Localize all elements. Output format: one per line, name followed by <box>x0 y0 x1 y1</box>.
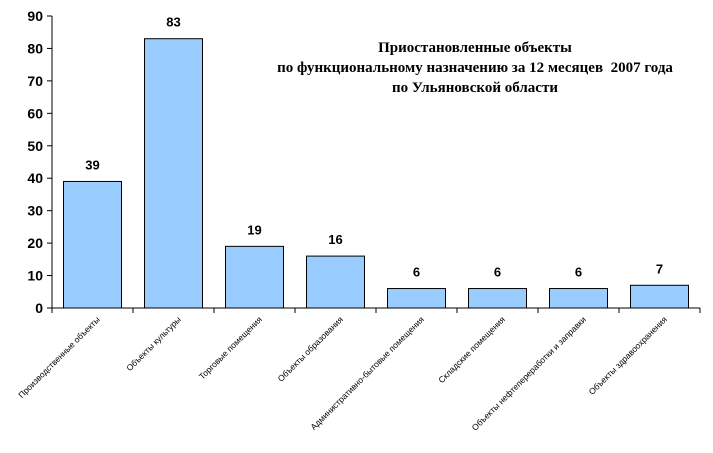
bars <box>63 38 689 309</box>
data-label: 6 <box>575 265 582 280</box>
data-label: 6 <box>494 265 501 280</box>
y-tick-label: 30 <box>27 203 43 219</box>
data-label: 19 <box>247 222 261 237</box>
category-label: Складские помещения <box>436 314 507 385</box>
bar <box>225 245 284 309</box>
chart-title-line: по Ульяновской области <box>392 80 558 96</box>
chart-title: Приостановленные объекты по функционально… <box>277 40 673 96</box>
data-label: 7 <box>656 261 663 276</box>
y-tick-label: 10 <box>27 268 43 284</box>
data-label: 16 <box>328 232 342 247</box>
category-label: Объекты культуры <box>124 314 183 373</box>
y-tick-label: 80 <box>27 40 43 56</box>
bar <box>306 255 365 309</box>
data-label: 39 <box>85 157 99 172</box>
y-tick-label: 50 <box>27 138 43 154</box>
y-tick-label: 60 <box>27 105 43 121</box>
bar <box>468 288 527 309</box>
category-label: Объекты здравоохранения <box>587 314 670 397</box>
data-label: 6 <box>413 265 420 280</box>
value-labels: 39 83 19 16 6 6 6 7 <box>85 15 663 280</box>
x-axis <box>51 307 701 313</box>
category-label: Производственные объекты <box>16 314 102 400</box>
y-tick-label: 70 <box>27 73 43 89</box>
chart-title-line: Приостановленные объекты <box>378 40 572 56</box>
bar <box>144 38 203 309</box>
data-label: 83 <box>166 15 180 30</box>
bar <box>549 288 608 309</box>
y-axis: 0 10 20 30 40 50 60 70 80 90 <box>27 8 53 316</box>
category-label: Торговые помещения <box>197 314 264 381</box>
y-tick-label: 40 <box>27 170 43 186</box>
category-labels: Производственные объекты Объекты культуры… <box>16 314 669 433</box>
bar <box>63 180 122 309</box>
y-tick-label: 0 <box>35 300 43 316</box>
category-label: Объекты образования <box>276 314 346 384</box>
y-tick-label: 20 <box>27 235 43 251</box>
bar <box>630 284 689 309</box>
y-tick-label: 90 <box>27 8 43 24</box>
chart-title-line: по функциональному назначению за 12 меся… <box>277 60 673 76</box>
bar <box>387 288 446 309</box>
